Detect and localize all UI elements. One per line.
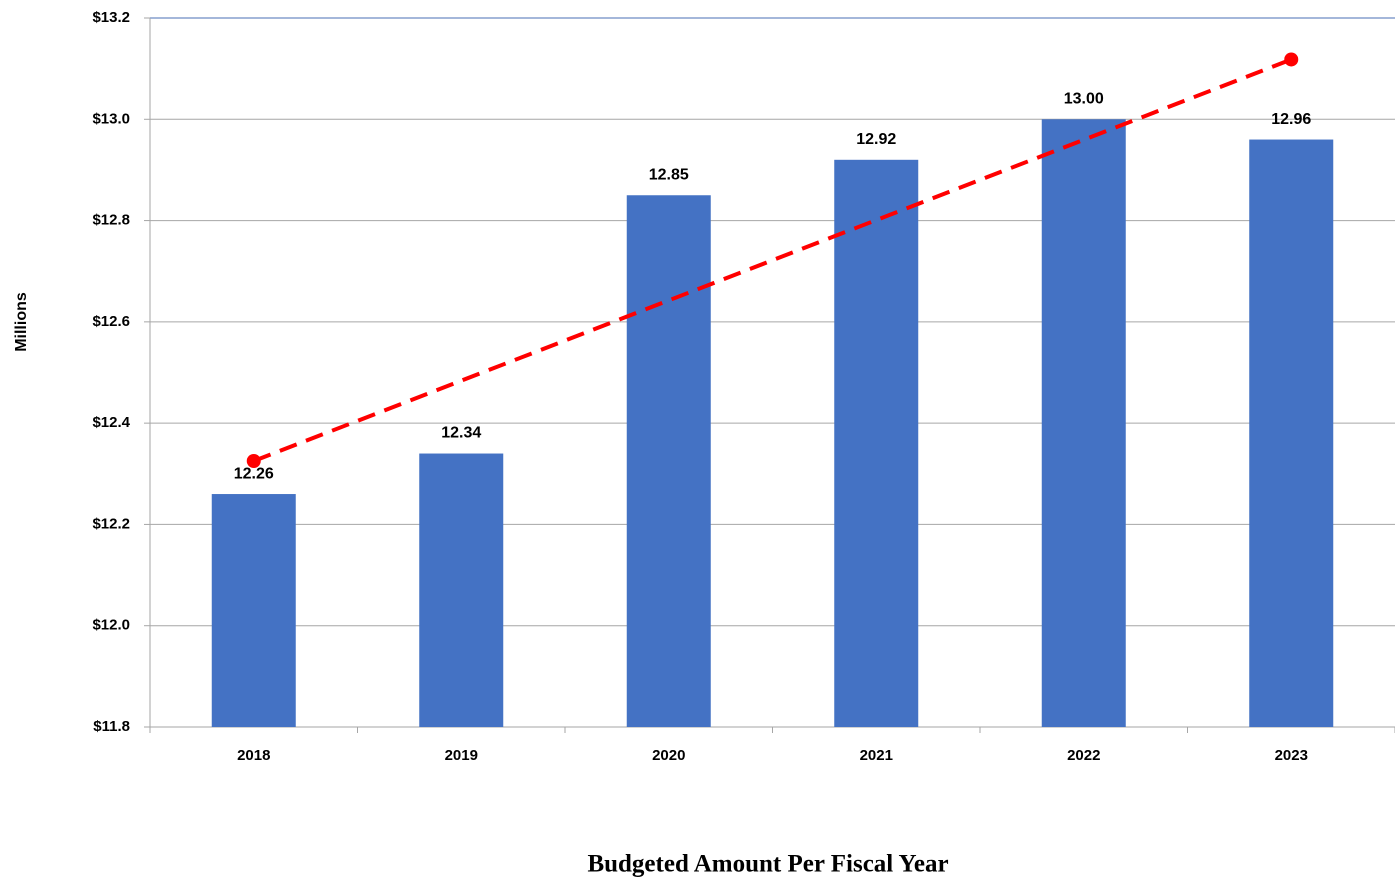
trend-end — [1284, 52, 1299, 67]
y-tick-label: $13.2 — [92, 9, 130, 26]
x-tick-label: 2019 — [445, 747, 478, 764]
value-label: 12.26 — [234, 465, 274, 482]
chart-title: Budgeted Amount Per Fiscal Year — [587, 851, 948, 878]
bar — [211, 494, 296, 727]
x-tick-label: 2023 — [1275, 747, 1308, 764]
y-axis-label: Millions — [13, 292, 30, 352]
trend-end — [246, 454, 261, 469]
value-label: 12.34 — [441, 425, 481, 442]
bar — [419, 453, 504, 727]
y-tick-label: $12.4 — [92, 414, 130, 431]
y-tick-label: $11.8 — [93, 718, 130, 735]
x-tick-label: 2022 — [1067, 747, 1100, 764]
bar — [1249, 139, 1334, 728]
x-tick-label: 2020 — [652, 747, 685, 764]
value-label: 13.00 — [1064, 91, 1104, 108]
bar — [1041, 119, 1126, 728]
trendline — [253, 57, 1292, 463]
x-tick-label: 2021 — [860, 747, 893, 764]
y-tick-label: $12.2 — [92, 515, 130, 532]
y-tick-label: $13.0 — [92, 110, 130, 127]
x-tick-label: 2018 — [237, 747, 270, 764]
y-tick-label: $12.8 — [92, 212, 130, 229]
y-tick-label: $12.0 — [92, 617, 130, 634]
value-label: 12.92 — [856, 131, 896, 148]
value-label: 12.85 — [649, 166, 689, 183]
value-label: 12.96 — [1271, 111, 1311, 128]
bar — [626, 195, 711, 727]
y-tick-label: $12.6 — [92, 313, 130, 330]
bar — [834, 159, 919, 728]
